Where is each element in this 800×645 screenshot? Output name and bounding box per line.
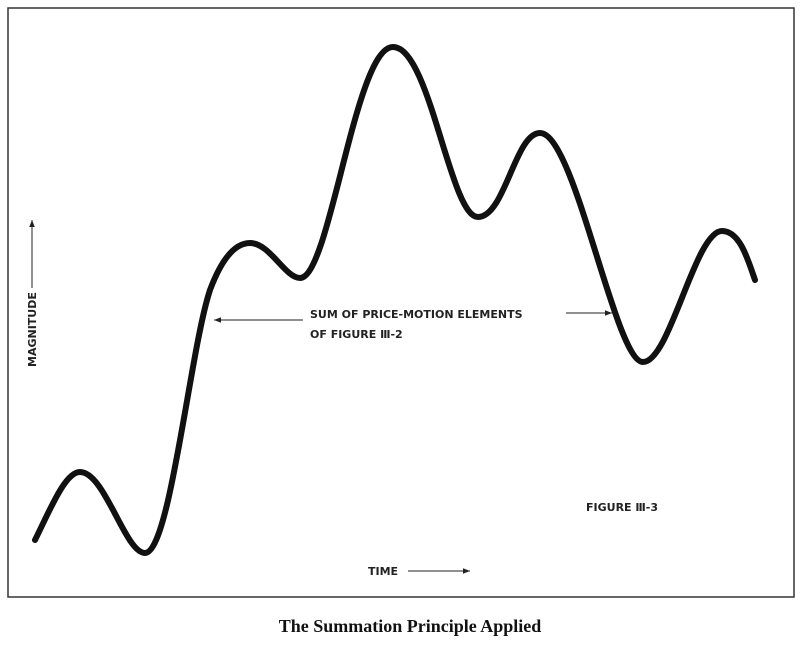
frame	[7, 7, 795, 598]
figure-label: FIGURE Ⅲ-3	[586, 501, 658, 514]
annotation-line: OF FIGURE Ⅲ-2	[310, 328, 403, 341]
summation-curve	[32, 43, 758, 557]
x-label: TIME	[368, 565, 398, 578]
y-label: MAGNITUDE	[26, 292, 39, 367]
annotation-line: SUM OF PRICE-MOTION ELEMENTS	[310, 308, 523, 321]
caption: The Summation Principle Applied	[279, 616, 542, 636]
